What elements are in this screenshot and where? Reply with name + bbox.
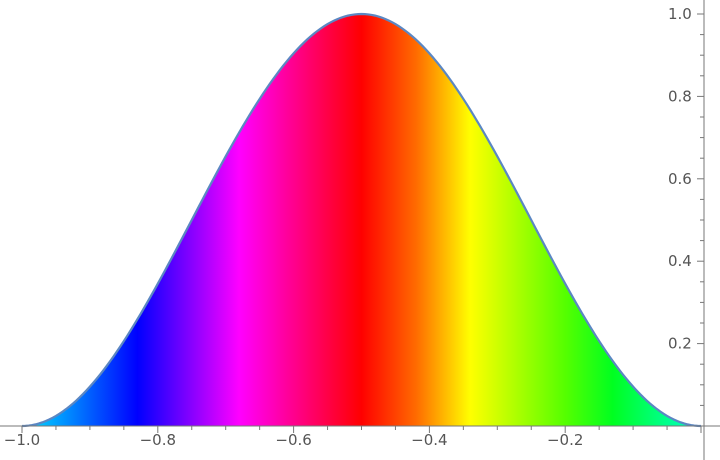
x-tick-label: −1.0 (4, 431, 40, 449)
y-tick-label: 1.0 (668, 5, 692, 23)
y-tick-label: 0.2 (668, 335, 692, 353)
tick-labels-layer: −1.0 −0.8 −0.6 −0.4 −0.2 0.2 0.4 0.6 0.8 1.0 (4, 5, 692, 449)
ticks-layer (21, 13, 704, 433)
series-line (21, 12, 702, 428)
x-tick-label: −0.2 (547, 431, 583, 449)
x-tick-label: −0.4 (411, 431, 447, 449)
y-tick-label: 0.6 (668, 170, 692, 188)
x-tick-label: −0.6 (275, 431, 311, 449)
x-tick-label: −0.8 (140, 431, 176, 449)
y-tick-label: 0.8 (668, 87, 692, 105)
area-fill (22, 14, 701, 426)
y-tick-label: 0.4 (668, 252, 692, 270)
area-layer (21, 12, 702, 428)
